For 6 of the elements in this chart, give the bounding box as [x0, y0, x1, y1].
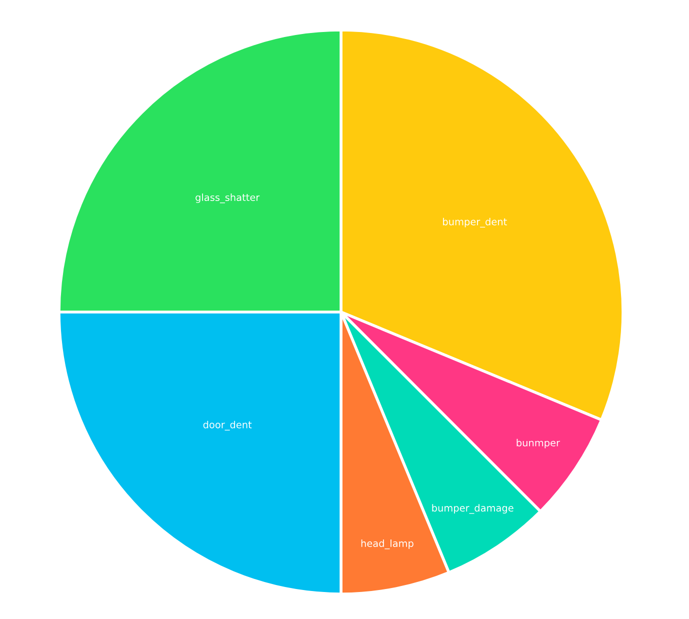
slice-label: door_dent [203, 420, 252, 430]
slice-label: bumper_damage [432, 504, 514, 514]
slice-label: glass_shatter [196, 194, 260, 204]
slice-label: head_lamp [361, 539, 414, 550]
slice-label: bumper_dent [443, 218, 507, 228]
slice-label: bunmper [516, 438, 560, 448]
